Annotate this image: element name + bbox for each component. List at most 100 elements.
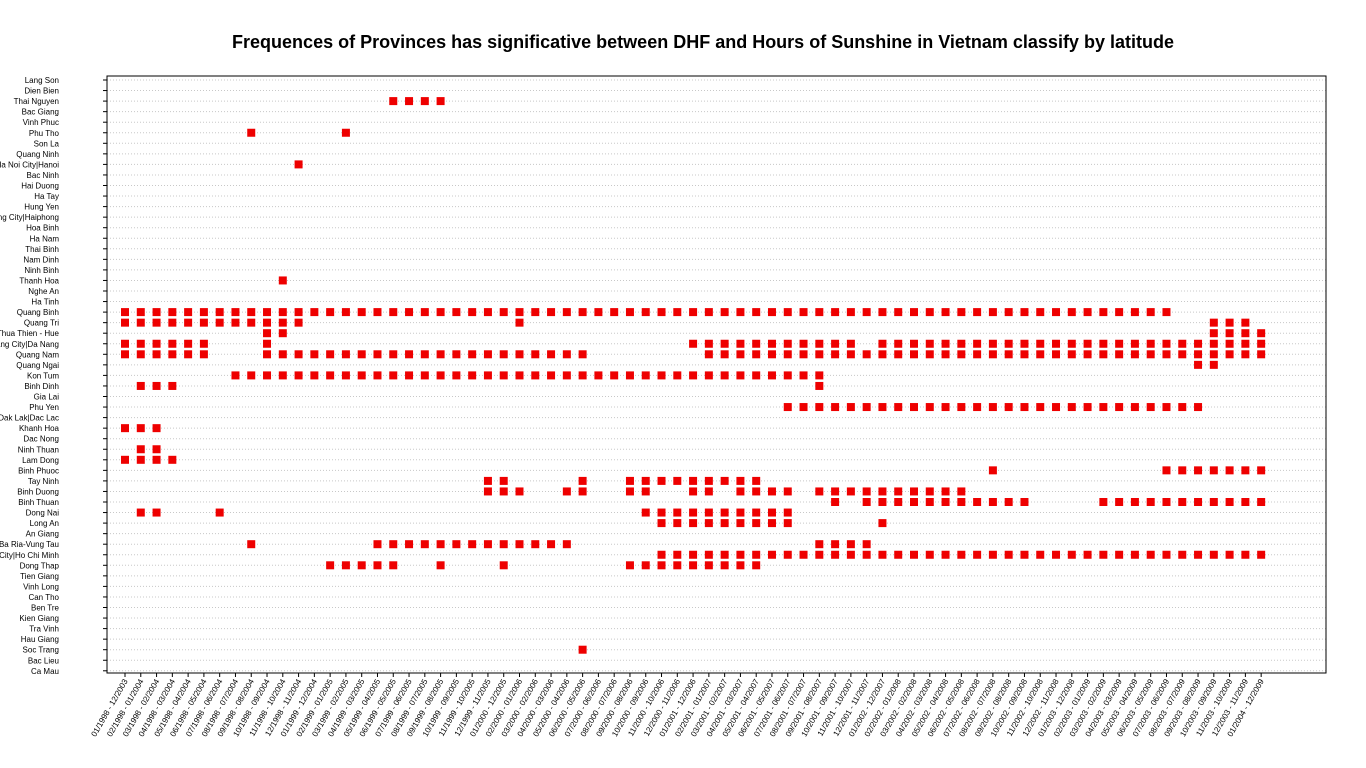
data-point — [515, 318, 524, 327]
data-point — [452, 308, 461, 317]
data-point — [689, 487, 698, 496]
grid — [107, 79, 1326, 672]
data-point — [704, 476, 713, 485]
data-point — [1241, 550, 1250, 559]
data-point — [168, 318, 177, 327]
data-point — [373, 561, 382, 570]
data-point — [910, 498, 918, 506]
data-point — [657, 308, 666, 317]
data-point — [673, 519, 682, 528]
data-point — [578, 645, 587, 654]
data-point — [1257, 550, 1266, 559]
data-point — [894, 498, 903, 506]
data-point — [436, 561, 445, 570]
plot-frame — [106, 75, 1327, 674]
data-point — [1178, 350, 1187, 359]
data-point — [704, 519, 713, 528]
data-point — [341, 561, 350, 570]
data-point — [736, 476, 745, 485]
data-point — [1178, 550, 1187, 559]
data-point — [657, 371, 666, 380]
data-point — [373, 540, 382, 549]
data-point — [878, 550, 887, 559]
y-tick-label: Thua Thien - Hue — [0, 329, 60, 338]
data-point — [1036, 403, 1045, 412]
data-point — [1083, 339, 1092, 348]
data-point — [957, 487, 966, 496]
y-tick-label: Hai Phong City|Haiphong — [0, 213, 59, 222]
data-point — [121, 455, 129, 464]
data-point — [1130, 308, 1139, 317]
data-point — [1004, 403, 1013, 412]
data-point — [420, 371, 429, 380]
data-point — [973, 403, 982, 412]
data-point — [199, 339, 208, 348]
y-tick-label: Son La — [34, 139, 60, 148]
data-point — [941, 403, 950, 412]
data-point — [1067, 403, 1076, 412]
data-point — [767, 519, 776, 528]
data-point — [910, 339, 918, 348]
y-tick-label: Ha Tay — [34, 192, 59, 201]
data-point — [831, 339, 840, 348]
data-point — [199, 318, 208, 327]
y-tick-label: Tra Vinh — [29, 625, 59, 634]
data-point — [341, 350, 350, 359]
data-point — [420, 97, 429, 106]
data-point — [783, 339, 792, 348]
data-point — [152, 455, 161, 464]
data-point — [1225, 329, 1234, 338]
data-point — [704, 350, 713, 359]
data-point — [152, 339, 161, 348]
data-point — [767, 339, 776, 348]
data-point — [704, 487, 713, 496]
y-tick-label: Can Tho — [28, 593, 59, 602]
data-point — [862, 550, 871, 559]
data-point — [405, 371, 414, 380]
data-point — [152, 508, 161, 517]
data-point — [689, 371, 698, 380]
data-point — [184, 350, 193, 359]
data-point — [878, 403, 887, 412]
data-point — [483, 540, 492, 549]
y-tick-label: Ho Chi Minh City|Ho Chi Minh — [0, 551, 59, 560]
data-point — [1130, 350, 1139, 359]
data-point — [689, 476, 698, 485]
data-point — [1146, 403, 1155, 412]
data-point — [1004, 498, 1013, 506]
data-point — [136, 508, 145, 517]
data-point — [278, 350, 287, 359]
y-tick-label: Ba Ria-Vung Tau — [0, 540, 59, 549]
data-point — [1257, 498, 1266, 506]
data-point — [1257, 350, 1266, 359]
data-point — [373, 308, 382, 317]
data-point — [389, 97, 398, 106]
data-point — [783, 350, 792, 359]
data-point — [468, 371, 477, 380]
data-point — [925, 350, 934, 359]
data-point — [562, 308, 571, 317]
data-point — [657, 476, 666, 485]
data-point — [862, 487, 871, 496]
data-point — [515, 540, 524, 549]
data-point — [152, 381, 161, 390]
data-point — [673, 561, 682, 570]
data-point — [1194, 350, 1203, 359]
y-tick-label: Long An — [30, 519, 59, 528]
data-point — [341, 128, 350, 137]
y-tick-label: Ha Noi City|Hanoi — [0, 160, 59, 169]
data-point — [988, 498, 997, 506]
data-point — [594, 308, 603, 317]
data-point — [1146, 550, 1155, 559]
data-point — [1178, 339, 1187, 348]
data-point — [452, 540, 461, 549]
data-point — [799, 308, 808, 317]
data-point — [1115, 308, 1124, 317]
data-point — [831, 540, 840, 549]
data-point — [1241, 329, 1250, 338]
data-point — [973, 308, 982, 317]
data-point — [862, 403, 871, 412]
data-point — [121, 339, 129, 348]
data-point — [263, 350, 272, 359]
data-point — [215, 508, 224, 517]
